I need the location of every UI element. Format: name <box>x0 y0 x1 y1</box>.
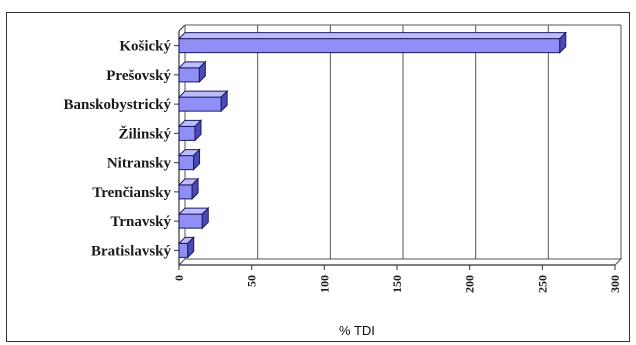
bar-trnavsky <box>178 213 203 229</box>
gridlines <box>178 25 622 266</box>
x-tick-label: 150 <box>390 275 404 293</box>
category-label-trenciansky: Trenčiansky <box>92 185 171 201</box>
bar-zilinsky-side <box>194 119 202 142</box>
x-tick-label: 100 <box>317 275 331 293</box>
bar-presovsky <box>178 67 200 83</box>
bar-bratislavsky <box>178 242 189 258</box>
bar-trenciansky-side <box>191 177 199 201</box>
tick-labels: 0 50 100 150 200 250 300 <box>172 275 622 293</box>
x-tick-label: 50 <box>245 275 259 287</box>
category-label-kosicky: Košický <box>119 39 171 55</box>
category-label-banskobystricky: Banskobystrický <box>63 97 171 113</box>
bar-kosicky-side <box>559 31 567 54</box>
bar-nitransky-side <box>193 148 201 171</box>
category-label-nitransky: Nitransky <box>107 156 172 172</box>
x-tick-label: 250 <box>535 275 549 293</box>
category-label-trnavsky: Trnavský <box>110 214 171 230</box>
y-axis-top-link <box>178 24 186 32</box>
x-tick-label: 300 <box>608 275 622 293</box>
category-label-bratislavsky: Bratislavský <box>91 243 172 259</box>
bar-kosicky-top <box>177 32 567 40</box>
axes <box>174 24 623 270</box>
category-label-zilinsky: Žilinský <box>118 125 171 142</box>
bars <box>177 31 567 259</box>
bar-zilinsky <box>178 125 196 141</box>
bar-trenciansky <box>178 184 193 200</box>
bar-banskobystricky <box>178 96 222 112</box>
x-tick-label: 200 <box>463 275 477 293</box>
x-axis-title: % TDI <box>339 323 375 338</box>
bar-presovsky-side <box>198 60 206 84</box>
bar-trnavsky-side <box>201 206 209 230</box>
bar-banskobystricky-top <box>177 90 229 98</box>
bar-nitransky <box>178 155 195 171</box>
chart-frame: Košický Prešovský Banskobystrický Žilinský N… <box>6 12 630 342</box>
bar-chart: Košický Prešovský Banskobystrický Žilinský N… <box>63 24 623 338</box>
bar-kosicky <box>178 38 561 54</box>
bar-bratislavsky-side <box>187 236 195 259</box>
category-labels: Košický Prešovský Banskobystrický Žilinský N… <box>63 39 171 260</box>
x-tick-label: 0 <box>172 275 186 281</box>
plot-floor <box>177 258 623 266</box>
bar-banskobystricky-side <box>220 89 228 113</box>
category-label-presovsky: Prešovský <box>106 68 171 84</box>
